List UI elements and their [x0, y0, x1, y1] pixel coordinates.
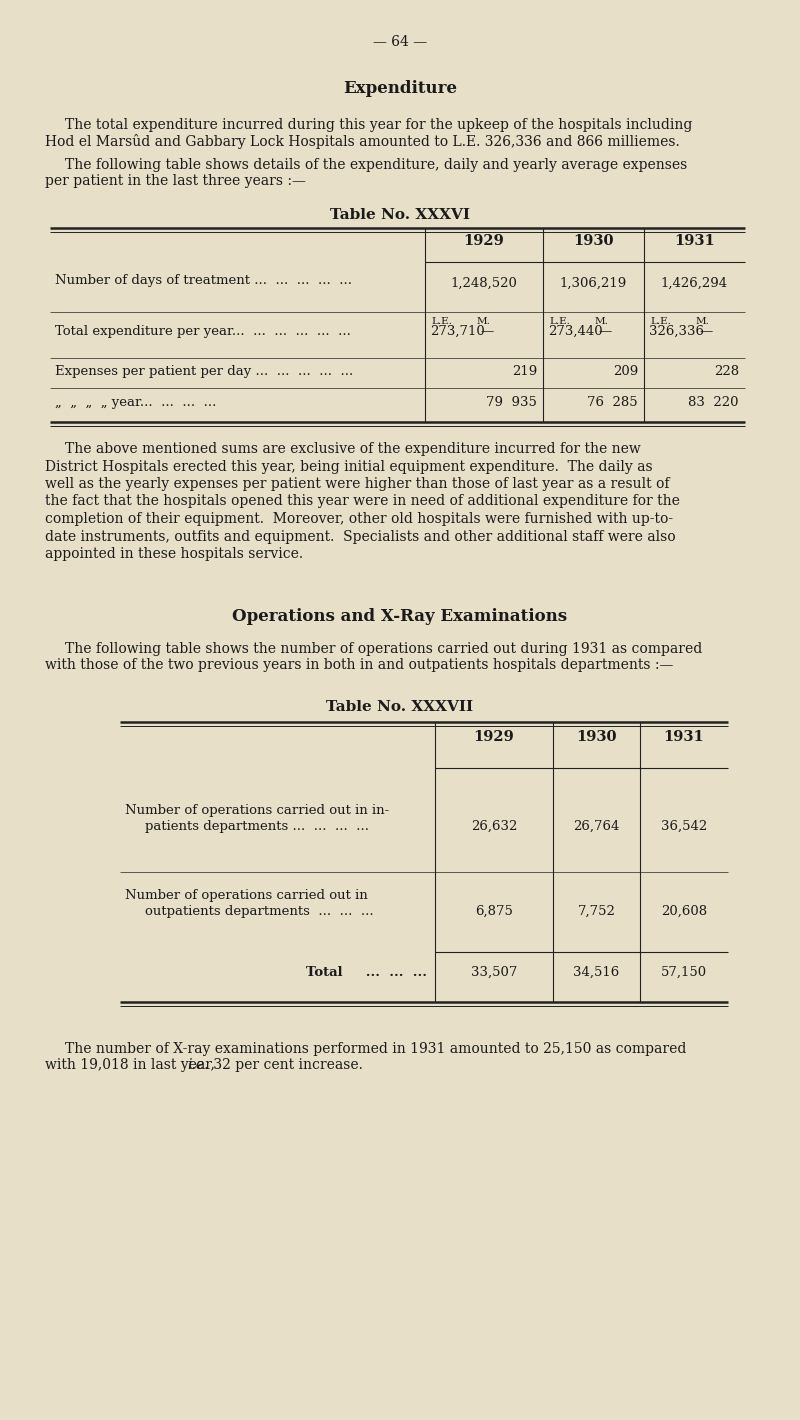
Text: Hod el Marsûd and Gabbary Lock Hospitals amounted to L.E. 326,336 and 866 millie: Hod el Marsûd and Gabbary Lock Hospitals…: [45, 133, 680, 149]
Text: —: —: [598, 325, 611, 338]
Text: appointed in these hospitals service.: appointed in these hospitals service.: [45, 547, 303, 561]
Text: The following table shows the number of operations carried out during 1931 as co: The following table shows the number of …: [65, 642, 702, 656]
Text: 1929: 1929: [464, 234, 504, 248]
Text: 83  220: 83 220: [689, 396, 739, 409]
Text: 57,150: 57,150: [661, 966, 707, 978]
Text: L.E.: L.E.: [650, 317, 671, 327]
Text: Number of operations carried out in: Number of operations carried out in: [125, 889, 368, 902]
Text: Table No. XXXVI: Table No. XXXVI: [330, 207, 470, 222]
Text: well as the yearly expenses per patient were higher than those of last year as a: well as the yearly expenses per patient …: [45, 477, 670, 491]
Text: outpatients departments  ...  ...  ...: outpatients departments ... ... ...: [145, 905, 374, 917]
Text: 32 per cent increase.: 32 per cent increase.: [210, 1058, 363, 1072]
Text: 34,516: 34,516: [574, 966, 620, 978]
Text: 326,336: 326,336: [649, 325, 704, 338]
Text: „  „  „  „ year...  ...  ...  ...: „ „ „ „ year... ... ... ...: [55, 396, 216, 409]
Text: 273,440: 273,440: [548, 325, 602, 338]
Text: Expenses per patient per day ...  ...  ...  ...  ...: Expenses per patient per day ... ... ...…: [55, 365, 354, 378]
Text: Number of days of treatment ...  ...  ...  ...  ...: Number of days of treatment ... ... ... …: [55, 274, 352, 287]
Text: i.e.: i.e.: [187, 1058, 209, 1072]
Text: 273,710: 273,710: [430, 325, 485, 338]
Text: 228: 228: [714, 365, 739, 378]
Text: Operations and X-Ray Examinations: Operations and X-Ray Examinations: [233, 608, 567, 625]
Text: —: —: [699, 325, 712, 338]
Text: the fact that the hospitals opened this year were in need of additional expendit: the fact that the hospitals opened this …: [45, 494, 680, 508]
Text: 33,507: 33,507: [471, 966, 517, 978]
Text: 36,542: 36,542: [661, 819, 707, 834]
Text: — 64 —: — 64 —: [373, 36, 427, 50]
Text: Total     ...  ...  ...: Total ... ... ...: [306, 966, 427, 978]
Text: patients departments ...  ...  ...  ...: patients departments ... ... ... ...: [145, 819, 369, 834]
Text: 1,306,219: 1,306,219: [560, 277, 627, 290]
Text: per patient in the last three years :—: per patient in the last three years :—: [45, 175, 306, 187]
Text: The total expenditure incurred during this year for the upkeep of the hospitals : The total expenditure incurred during th…: [65, 118, 692, 132]
Text: M.: M.: [477, 317, 491, 327]
Text: with those of the two previous years in both in and outpatients hospitals depart: with those of the two previous years in …: [45, 657, 674, 672]
Text: 7,752: 7,752: [578, 905, 615, 917]
Text: L.E.: L.E.: [431, 317, 452, 327]
Text: Total expenditure per year...  ...  ...  ...  ...  ...: Total expenditure per year... ... ... ..…: [55, 325, 351, 338]
Text: Table No. XXXVII: Table No. XXXVII: [326, 700, 474, 714]
Text: 1930: 1930: [574, 234, 614, 248]
Text: 219: 219: [512, 365, 537, 378]
Text: The number of X-ray examinations performed in 1931 amounted to 25,150 as compare: The number of X-ray examinations perform…: [65, 1042, 686, 1056]
Text: The above mentioned sums are exclusive of the expenditure incurred for the new: The above mentioned sums are exclusive o…: [65, 442, 641, 456]
Text: 1929: 1929: [474, 730, 514, 744]
Text: 76  285: 76 285: [587, 396, 638, 409]
Text: date instruments, outfits and equipment.  Specialists and other additional staff: date instruments, outfits and equipment.…: [45, 530, 676, 544]
Text: Expenditure: Expenditure: [343, 80, 457, 97]
Text: —: —: [480, 325, 494, 338]
Text: The following table shows details of the expenditure, daily and yearly average e: The following table shows details of the…: [65, 158, 687, 172]
Text: 20,608: 20,608: [661, 905, 707, 917]
Text: L.E.: L.E.: [549, 317, 570, 327]
Text: completion of their equipment.  Moreover, other old hospitals were furnished wit: completion of their equipment. Moreover,…: [45, 513, 673, 525]
Text: 1931: 1931: [664, 730, 704, 744]
Text: 1930: 1930: [576, 730, 617, 744]
Text: 1,426,294: 1,426,294: [661, 277, 728, 290]
Text: 26,764: 26,764: [574, 819, 620, 834]
Text: with 19,018 in last year,: with 19,018 in last year,: [45, 1058, 219, 1072]
Text: 1,248,520: 1,248,520: [450, 277, 518, 290]
Text: 1931: 1931: [674, 234, 715, 248]
Text: 209: 209: [613, 365, 638, 378]
Text: District Hospitals erected this year, being initial equipment expenditure.  The : District Hospitals erected this year, be…: [45, 460, 653, 473]
Text: 26,632: 26,632: [471, 819, 517, 834]
Text: M.: M.: [595, 317, 609, 327]
Text: Number of operations carried out in in-: Number of operations carried out in in-: [125, 804, 390, 816]
Text: 6,875: 6,875: [475, 905, 513, 917]
Text: 79  935: 79 935: [486, 396, 537, 409]
Text: M.: M.: [696, 317, 710, 327]
